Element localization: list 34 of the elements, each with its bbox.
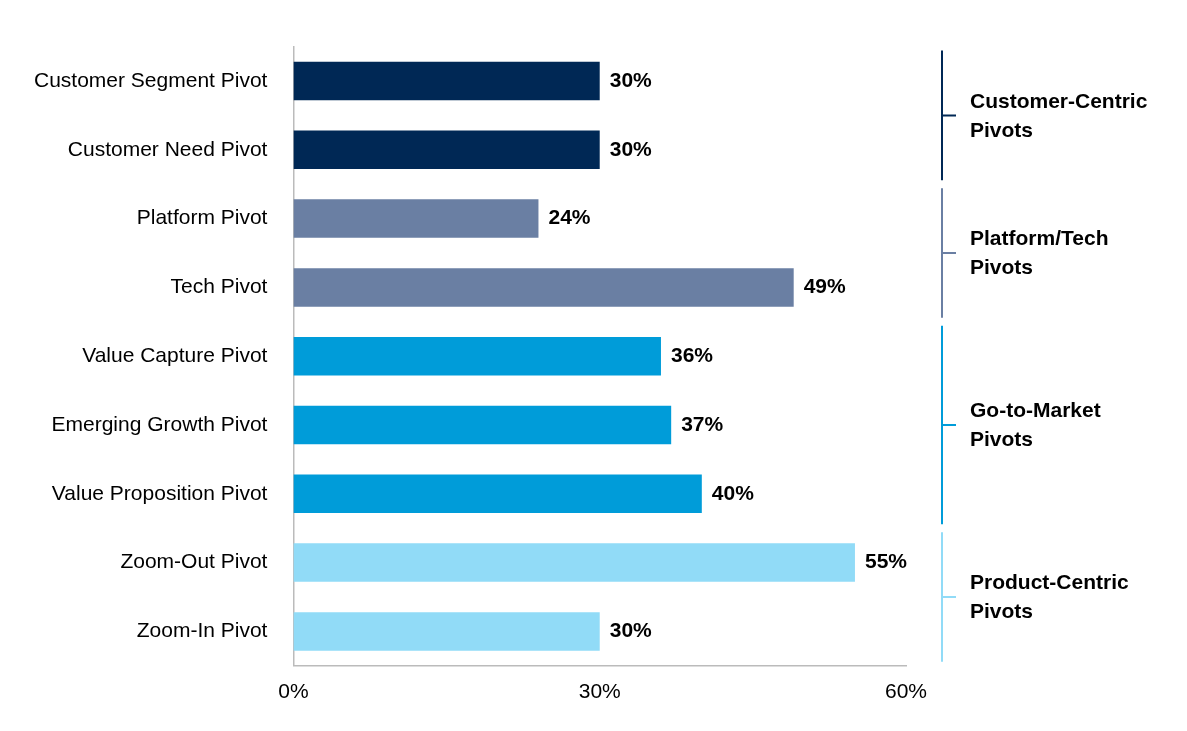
bar: [293, 268, 794, 307]
bar: [293, 61, 600, 101]
y-tick-label: Zoom-Out Pivot: [120, 549, 268, 573]
text: Customer-Centric Pivots: [970, 88, 1148, 141]
bar: [293, 199, 539, 238]
data-label: 30%: [609, 618, 653, 642]
data-label: 30%: [609, 136, 653, 160]
y-tick-label: Customer Need Pivot: [67, 136, 268, 160]
x-tick-label: 60%: [884, 679, 928, 703]
y-tick-label: Platform Pivot: [136, 205, 268, 229]
y-tick-label: Value Capture Pivot: [82, 343, 268, 366]
bar: [293, 405, 672, 445]
y-tick-label: Value Proposition Pivot: [51, 480, 268, 504]
data-label: 49%: [803, 274, 847, 298]
y-tick-label: Customer Segment Pivot: [33, 67, 268, 91]
data-label: 40%: [711, 480, 755, 504]
y-tick-label: Tech Pivot: [170, 274, 268, 298]
text: Product-Centric Pivots: [970, 570, 1129, 623]
data-label: 37%: [681, 411, 724, 435]
x-tick-label: 30%: [578, 679, 621, 703]
bar: [293, 612, 600, 651]
bar: [293, 336, 661, 376]
data-label: 24%: [548, 205, 591, 229]
data-label: 55%: [864, 549, 908, 573]
bar: [293, 543, 855, 582]
bar: [293, 474, 702, 514]
y-tick-label: Zoom-In Pivot: [136, 618, 268, 642]
text: Go-to-Market Pivots: [970, 398, 1101, 451]
data-label: 30%: [609, 67, 653, 91]
data-label: 36%: [670, 343, 714, 366]
x-tick-label: 0%: [278, 679, 309, 703]
text: Platform/Tech Pivots: [970, 226, 1109, 279]
bar: [293, 130, 600, 170]
y-tick-label: Emerging Growth Pivot: [51, 411, 268, 435]
